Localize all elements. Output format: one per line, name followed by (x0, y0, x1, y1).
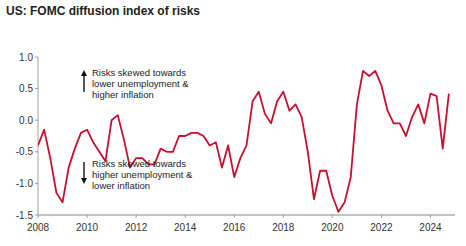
annotation-arrowhead (81, 178, 87, 184)
x-tick-label: 2024 (419, 222, 442, 233)
y-tick (35, 120, 38, 121)
y-tick (35, 151, 38, 152)
x-axis (38, 215, 455, 216)
chart: US: FOMC diffusion index of risks -1.5 -1.… (0, 0, 466, 246)
x-tick (185, 215, 186, 218)
annotation-arrowhead (81, 70, 87, 76)
y-tick-label: 1.0 (19, 52, 33, 63)
series-line (38, 71, 449, 212)
y-tick-label: -0.5 (16, 146, 34, 157)
y-tick-label: 0.5 (19, 83, 33, 94)
annotation-text: higher unemployment & (92, 169, 193, 180)
x-tick (381, 215, 382, 218)
annotation-arrow (83, 162, 84, 179)
annotation-text: lower unemployment & (92, 78, 189, 89)
annotation-text: lower inflation (92, 180, 150, 191)
x-tick-label: 2022 (370, 222, 393, 233)
annotation-text: Risks skewed towards (92, 67, 186, 78)
x-tick (38, 215, 39, 218)
y-tick (35, 88, 38, 89)
annotation: Risks skewed towardshigher unemployment … (81, 158, 193, 191)
x-tick (87, 215, 88, 218)
x-tick (234, 215, 235, 218)
annotation: Risks skewed towardslower unemployment &… (81, 67, 189, 100)
y-tick-label: -1.0 (16, 178, 34, 189)
y-tick (35, 215, 38, 216)
x-tick-label: 2010 (76, 222, 99, 233)
x-tick-label: 2016 (223, 222, 246, 233)
annotation-text: Risks skewed towards (92, 158, 186, 169)
x-tick-label: 2012 (125, 222, 148, 233)
annotation-arrow (83, 75, 84, 92)
x-tick-label: 2018 (272, 222, 295, 233)
title: US: FOMC diffusion index of risks (6, 4, 200, 18)
x-tick (430, 215, 431, 218)
annotation-text: higher inflation (92, 89, 154, 100)
x-tick-label: 2008 (27, 222, 50, 233)
x-tick-label: 2020 (321, 222, 344, 233)
x-tick-label: 2014 (174, 222, 197, 233)
y-axis (38, 57, 39, 215)
y-tick-label: -1.5 (16, 210, 34, 221)
x-tick (283, 215, 284, 218)
x-tick (136, 215, 137, 218)
y-tick-label: 0.0 (19, 115, 33, 126)
y-tick (35, 183, 38, 184)
y-tick (35, 57, 38, 58)
x-tick (332, 215, 333, 218)
plot-area (38, 71, 449, 212)
